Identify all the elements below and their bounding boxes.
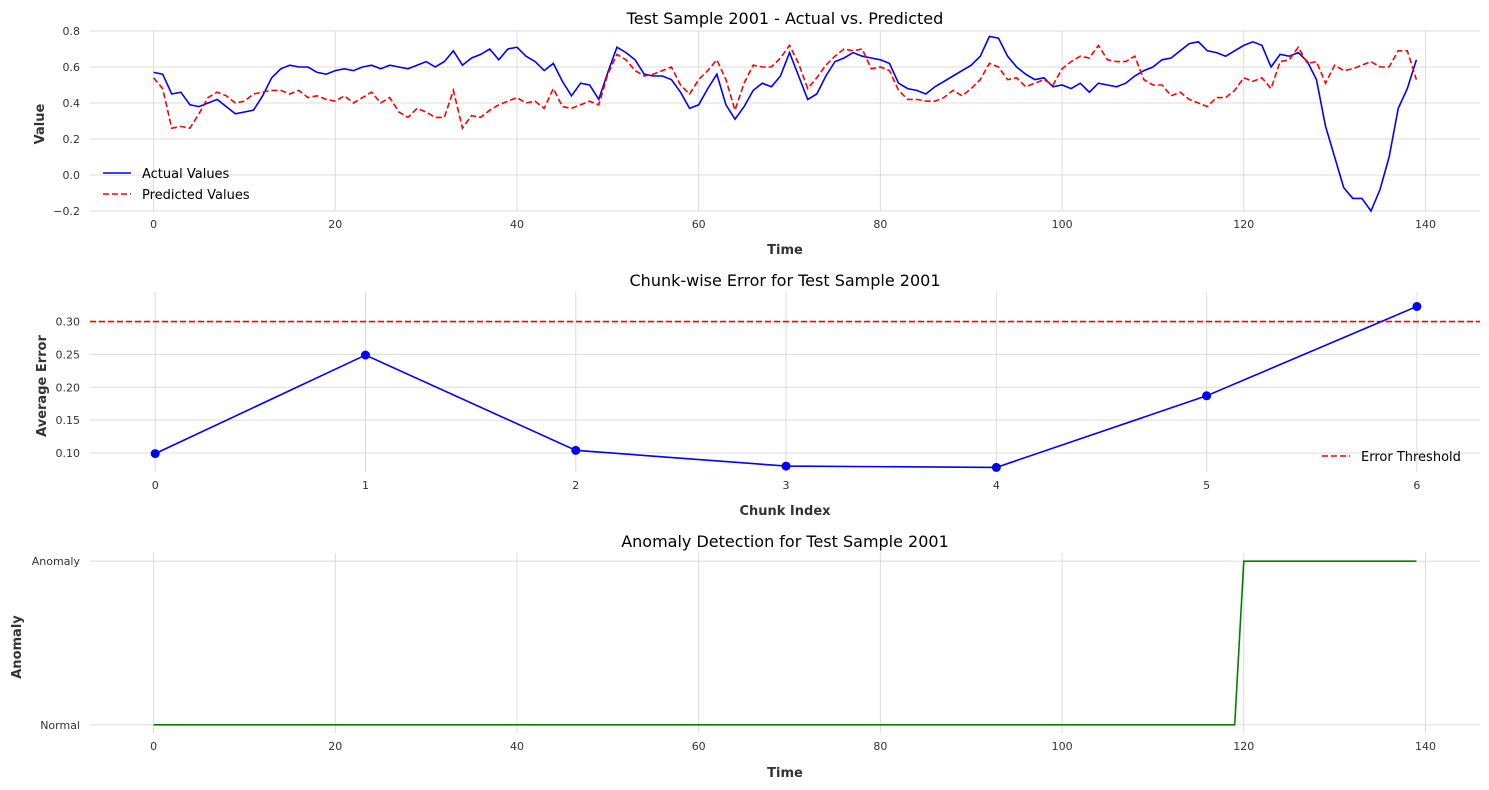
y-tick-label: Normal — [40, 719, 80, 732]
x-tick-label: 80 — [873, 740, 887, 753]
x-tick-label: 100 — [1052, 740, 1073, 753]
x-tick-label: 140 — [1415, 740, 1436, 753]
legend-label-actual: Actual Values — [142, 167, 230, 182]
y-tick-label: −0.2 — [53, 205, 80, 218]
panel-anomaly-detection: Anomaly Detection for Test Sample 2001 N… — [10, 532, 1480, 781]
y-axis-label: Value — [33, 103, 48, 144]
y-tick-label: 0.15 — [56, 414, 81, 427]
x-tick-label: 5 — [1203, 479, 1210, 492]
y-tick-label: 0.8 — [63, 25, 81, 38]
y-axis-label: Anomaly — [10, 615, 25, 679]
x-tick-label: 20 — [328, 218, 342, 231]
data-point — [781, 461, 791, 471]
legend-label-threshold: Error Threshold — [1361, 450, 1461, 465]
data-point — [571, 445, 581, 455]
x-ticks: 0 20 40 60 80 100 120 140 — [150, 218, 1436, 231]
x-tick-label: 100 — [1052, 218, 1073, 231]
y-tick-label: 0.30 — [56, 316, 81, 329]
x-tick-label: 4 — [993, 479, 1000, 492]
x-tick-label: 120 — [1233, 740, 1254, 753]
y-tick-label: 0.6 — [63, 61, 81, 74]
chart-title: Anomaly Detection for Test Sample 2001 — [621, 532, 949, 551]
x-tick-label: 140 — [1415, 218, 1436, 231]
y-tick-label: 0.25 — [56, 348, 81, 361]
grid — [90, 553, 1480, 733]
x-axis-label: Time — [767, 243, 803, 258]
data-series — [153, 560, 1417, 726]
x-ticks: 0 1 2 3 4 5 6 — [152, 479, 1421, 492]
series-line-actual — [153, 35, 1418, 213]
y-tick-label: 0.4 — [63, 97, 81, 110]
x-tick-label: 40 — [510, 740, 524, 753]
x-tick-label: 120 — [1233, 218, 1254, 231]
data-point — [150, 449, 160, 459]
y-tick-label: 0.20 — [56, 381, 81, 394]
data-point — [991, 462, 1001, 472]
series-line-anomaly — [153, 560, 1417, 726]
x-tick-label: 3 — [783, 479, 790, 492]
x-tick-label: 80 — [873, 218, 887, 231]
grid — [90, 292, 1480, 472]
legend-label-predicted: Predicted Values — [142, 188, 250, 203]
x-tick-label: 0 — [150, 218, 157, 231]
y-ticks: 0.10 0.15 0.20 0.25 0.30 — [56, 316, 81, 460]
x-tick-label: 60 — [692, 740, 706, 753]
grid — [90, 30, 1480, 212]
legend: Actual Values Predicted Values — [103, 167, 250, 203]
x-tick-label: 40 — [510, 218, 524, 231]
panel-chunk-error: Chunk-wise Error for Test Sample 2001 0.… — [35, 271, 1480, 519]
chart-title: Chunk-wise Error for Test Sample 2001 — [630, 271, 941, 290]
y-ticks: Normal Anomaly — [32, 555, 81, 732]
data-series — [152, 35, 1418, 213]
x-tick-label: 0 — [152, 479, 159, 492]
x-axis-label: Time — [767, 766, 803, 781]
y-tick-label: 0.0 — [63, 169, 81, 182]
x-tick-label: 2 — [572, 479, 579, 492]
data-series — [90, 301, 1480, 472]
series-line-predicted — [152, 43, 1418, 131]
data-point — [360, 350, 370, 360]
y-axis-label: Average Error — [35, 335, 50, 437]
x-tick-label: 1 — [362, 479, 369, 492]
x-tick-label: 60 — [692, 218, 706, 231]
y-tick-label: 0.2 — [63, 133, 81, 146]
y-tick-label: Anomaly — [32, 555, 81, 568]
x-ticks: 0 20 40 60 80 100 120 140 — [150, 740, 1436, 753]
data-point — [1202, 391, 1212, 401]
panel-actual-vs-predicted: Test Sample 2001 - Actual vs. Predicted … — [33, 9, 1480, 258]
legend: Error Threshold — [1322, 450, 1461, 465]
x-tick-label: 0 — [150, 740, 157, 753]
chart-title: Test Sample 2001 - Actual vs. Predicted — [626, 9, 944, 28]
x-axis-label: Chunk Index — [739, 504, 831, 519]
y-tick-label: 0.10 — [56, 447, 81, 460]
data-point — [1412, 301, 1422, 311]
y-ticks: −0.2 0.0 0.2 0.4 0.6 0.8 — [53, 25, 80, 218]
x-tick-label: 6 — [1413, 479, 1420, 492]
x-tick-label: 20 — [328, 740, 342, 753]
